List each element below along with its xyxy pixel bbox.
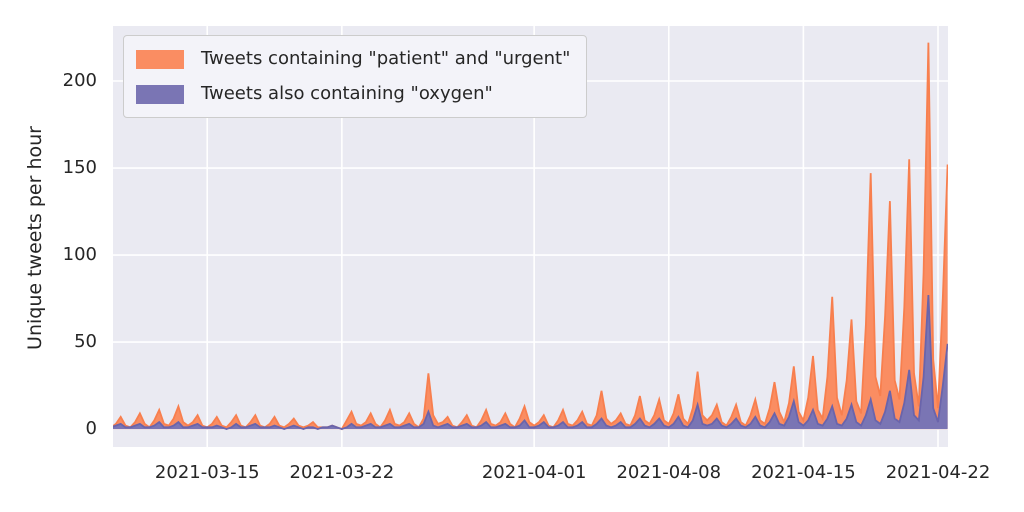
- area-series-oxygen: [113, 295, 948, 430]
- legend-swatch-oxygen: [136, 84, 184, 104]
- x-tick-label: 2021-04-08: [616, 462, 722, 483]
- legend-label-oxygen: Tweets also containing "oxygen": [201, 83, 493, 104]
- y-tick-label: 200: [62, 69, 97, 91]
- y-tick-label: 0: [85, 418, 97, 440]
- x-tick-label: 2021-04-01: [481, 462, 587, 483]
- area-chart: [113, 26, 948, 447]
- legend: Tweets containing "patient" and "urgent"…: [123, 35, 588, 118]
- legend-entry-patient-urgent: Tweets containing "patient" and "urgent": [136, 46, 570, 72]
- plot-area: Tweets containing "patient" and "urgent"…: [113, 26, 948, 447]
- y-tick-label: 50: [74, 331, 97, 353]
- x-tick-label: 2021-04-15: [751, 462, 856, 483]
- y-tick-label: 150: [62, 157, 97, 179]
- x-tick-label: 2021-03-22: [289, 462, 395, 483]
- area-series-patient-urgent: [113, 42, 948, 430]
- legend-swatch-patient-urgent: [136, 49, 184, 69]
- legend-label-patient-urgent: Tweets containing "patient" and "urgent": [201, 48, 571, 69]
- legend-entry-oxygen: Tweets also containing "oxygen": [136, 81, 570, 107]
- y-tick-label: 100: [62, 244, 97, 266]
- line-series-oxygen: [113, 295, 948, 431]
- line-series-patient-urgent: [113, 42, 948, 431]
- x-tick-label: 2021-04-22: [885, 462, 991, 483]
- x-tick-label: 2021-03-15: [154, 462, 260, 483]
